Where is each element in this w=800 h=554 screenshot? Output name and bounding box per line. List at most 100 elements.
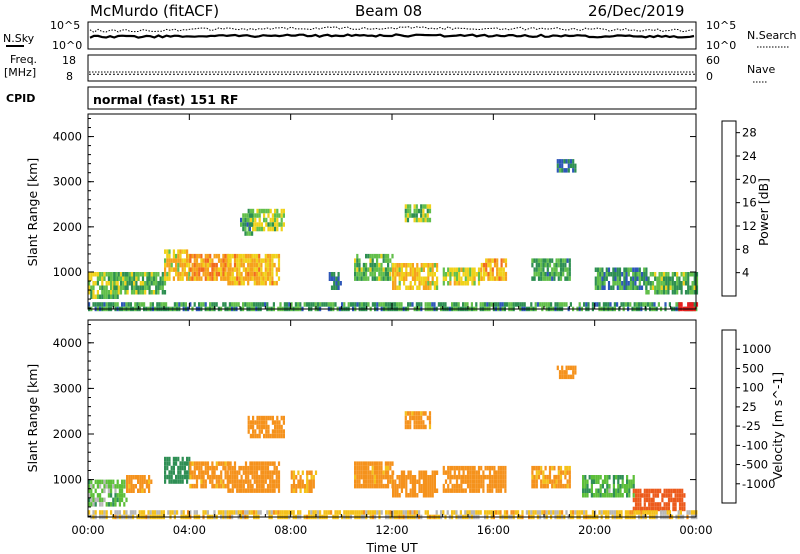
echo-cell	[458, 488, 461, 493]
echo-cell	[687, 272, 690, 277]
echo-cell	[186, 456, 189, 462]
echo-cell	[152, 290, 156, 295]
echo-cell	[170, 474, 173, 480]
echo-cell	[222, 465, 225, 471]
echo-cell	[200, 465, 203, 471]
echo-cell	[590, 475, 593, 480]
echo-cell	[591, 510, 594, 515]
echo-cell	[477, 483, 481, 489]
echo-cell	[155, 281, 158, 286]
echo-cell	[126, 281, 129, 286]
echo-cell	[229, 479, 232, 484]
echo-cell	[249, 465, 252, 471]
echo-cell	[429, 493, 432, 498]
echo-cell	[262, 258, 265, 263]
echo-cell	[362, 465, 365, 471]
echo-cell	[566, 465, 569, 471]
echo-cell	[469, 474, 472, 480]
echo-cell	[658, 272, 661, 277]
echo-cell	[155, 272, 158, 277]
echo-cell	[564, 465, 567, 471]
echo-cell	[271, 479, 274, 484]
echo-cell	[175, 461, 178, 466]
echo-cell	[150, 272, 153, 277]
echo-cell	[678, 281, 681, 286]
echo-cell	[186, 276, 189, 281]
echo-cell	[112, 302, 115, 307]
echo-cell	[464, 302, 467, 307]
echo-cell	[371, 465, 374, 471]
echo-cell	[88, 272, 91, 277]
echo-cell	[629, 267, 633, 272]
echo-cell	[211, 470, 214, 475]
echo-cell	[632, 276, 635, 281]
echo-cell	[253, 470, 256, 475]
echo-cell	[686, 510, 689, 515]
echo-cell	[557, 276, 560, 281]
echo-cell	[129, 510, 132, 515]
echo-cell	[466, 267, 470, 272]
echo-cell	[628, 479, 631, 484]
echo-cell	[283, 302, 286, 307]
echo-cell	[172, 258, 175, 263]
echo-cell	[160, 302, 163, 307]
echo-cell	[365, 510, 368, 515]
echo-cell	[409, 510, 412, 515]
echo-cell	[231, 302, 234, 307]
echo-cell	[655, 510, 658, 515]
echo-cell	[409, 479, 412, 484]
echo-cell	[557, 474, 560, 480]
echo-cell	[652, 488, 655, 494]
echo-cell	[634, 493, 638, 498]
echo-cell	[540, 262, 543, 268]
echo-cell	[175, 456, 178, 462]
echo-cell	[378, 302, 381, 307]
echo-cell	[523, 302, 526, 307]
echo-cell	[356, 465, 359, 471]
echo-cell	[405, 267, 408, 272]
echo-cell	[349, 302, 352, 307]
echo-cell	[469, 479, 472, 484]
echo-cell	[164, 262, 167, 268]
echo-cell	[260, 465, 263, 471]
echo-cell	[491, 276, 494, 281]
echo-cell	[643, 506, 646, 512]
echo-cell	[365, 271, 368, 277]
echo-cell	[417, 420, 421, 425]
echo-cell	[266, 483, 270, 489]
echo-cell	[160, 510, 163, 515]
echo-cell	[233, 479, 237, 484]
echo-cell	[274, 217, 277, 223]
echo-cell	[502, 483, 505, 489]
echo-cell	[680, 272, 683, 277]
echo-cell	[276, 420, 279, 425]
echo-cell	[654, 493, 657, 498]
echo-cell	[693, 281, 696, 286]
echo-cell	[601, 493, 604, 498]
echo-cell	[126, 285, 129, 290]
echo-cell	[224, 262, 227, 268]
echo-cell	[460, 474, 463, 480]
echo-cell	[92, 484, 95, 489]
echo-cell	[564, 483, 567, 489]
echo-cell	[238, 280, 241, 286]
echo-cell	[256, 424, 259, 430]
echo-cell	[138, 302, 141, 307]
echo-cell	[407, 272, 410, 277]
echo-cell	[470, 510, 473, 515]
echo-cell	[179, 262, 182, 268]
echo-cell	[292, 475, 296, 480]
echo-cell	[458, 267, 461, 272]
echo-cell	[394, 263, 397, 268]
echo-cell	[274, 433, 277, 439]
echo-cell	[404, 217, 407, 223]
echo-cell	[130, 281, 134, 286]
echo-cell	[378, 474, 381, 480]
echo-cell	[224, 461, 227, 466]
echo-cell	[113, 281, 116, 286]
echo-cell	[110, 493, 113, 498]
echo-cell	[499, 488, 503, 493]
echo-cell	[394, 488, 397, 493]
echo-cell	[477, 272, 481, 277]
echo-cell	[634, 502, 638, 507]
